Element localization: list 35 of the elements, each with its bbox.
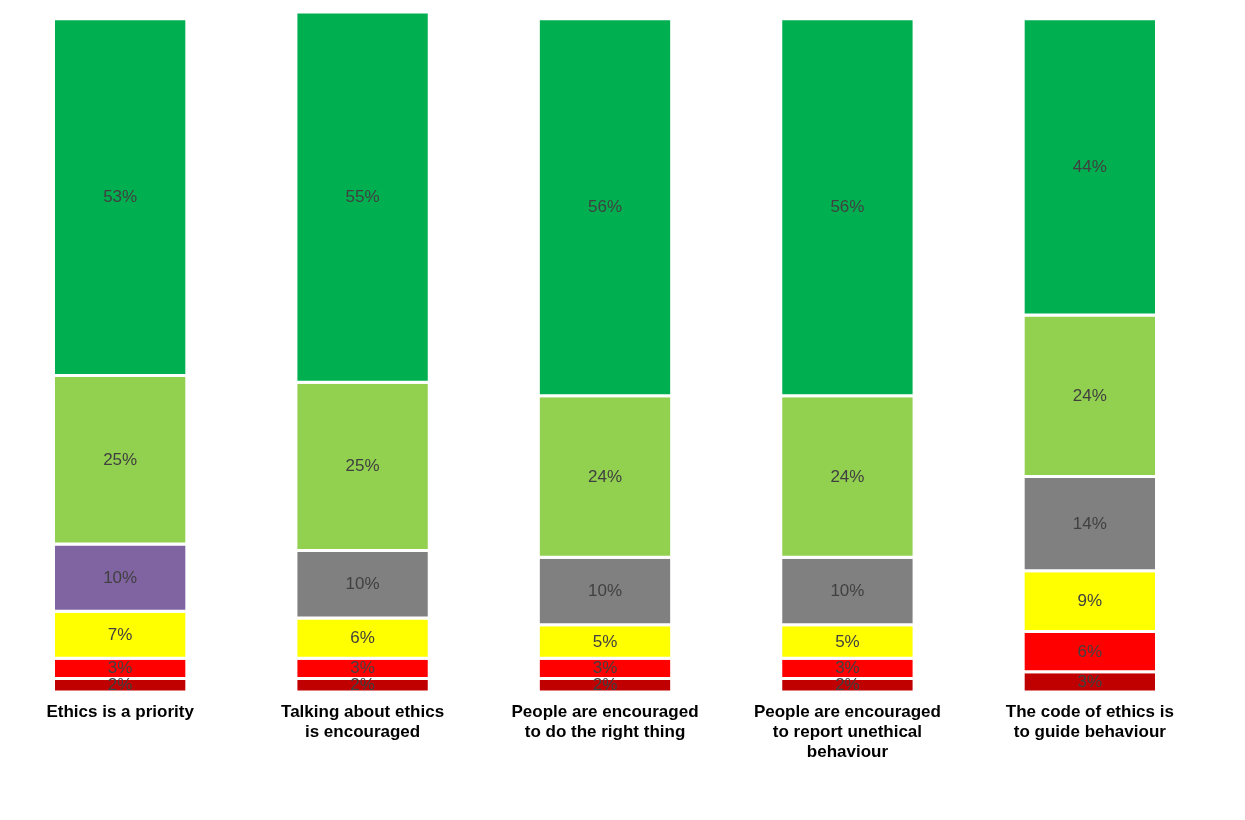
data-label: 24%: [1072, 385, 1107, 405]
x-tick-label: People are encouraged to report unethical behaviour: [753, 702, 941, 761]
data-label: 25%: [103, 449, 138, 469]
x-tick-label: Ethics is a priority: [46, 702, 195, 721]
data-label: 3%: [1077, 671, 1103, 691]
data-label: 5%: [592, 631, 618, 651]
data-label: 56%: [587, 197, 623, 217]
data-label: 3%: [835, 658, 860, 678]
data-label: 10%: [830, 581, 865, 601]
data-label: 10%: [103, 567, 138, 587]
data-label: 3%: [592, 658, 618, 678]
x-tick-label: People are encouraged to do the right thing: [511, 702, 699, 741]
data-label: 5%: [835, 631, 860, 651]
data-label: 2%: [592, 675, 618, 695]
x-tick-label: The code of ethics is to guide behaviour: [1005, 702, 1174, 741]
data-label: 2%: [350, 675, 375, 695]
data-label: 3%: [350, 658, 375, 678]
data-label: 2%: [835, 675, 860, 695]
data-label: 25%: [345, 456, 380, 476]
data-label: 10%: [345, 574, 380, 594]
data-label: 7%: [107, 624, 133, 644]
data-label: 14%: [1072, 513, 1107, 533]
data-label: 10%: [587, 581, 623, 601]
data-label: 6%: [350, 628, 375, 648]
x-tick-label: Talking about ethics is encouraged: [281, 702, 445, 741]
data-label: 24%: [830, 466, 865, 486]
data-label: 9%: [1077, 591, 1103, 611]
data-label: 53%: [103, 187, 138, 207]
data-label: 24%: [587, 466, 623, 486]
data-label: 3%: [107, 658, 133, 678]
data-label: 44%: [1072, 156, 1107, 176]
data-label: 56%: [830, 197, 865, 217]
data-label: 55%: [345, 187, 380, 207]
data-label: 6%: [1077, 641, 1103, 661]
data-label: 2%: [107, 675, 133, 695]
